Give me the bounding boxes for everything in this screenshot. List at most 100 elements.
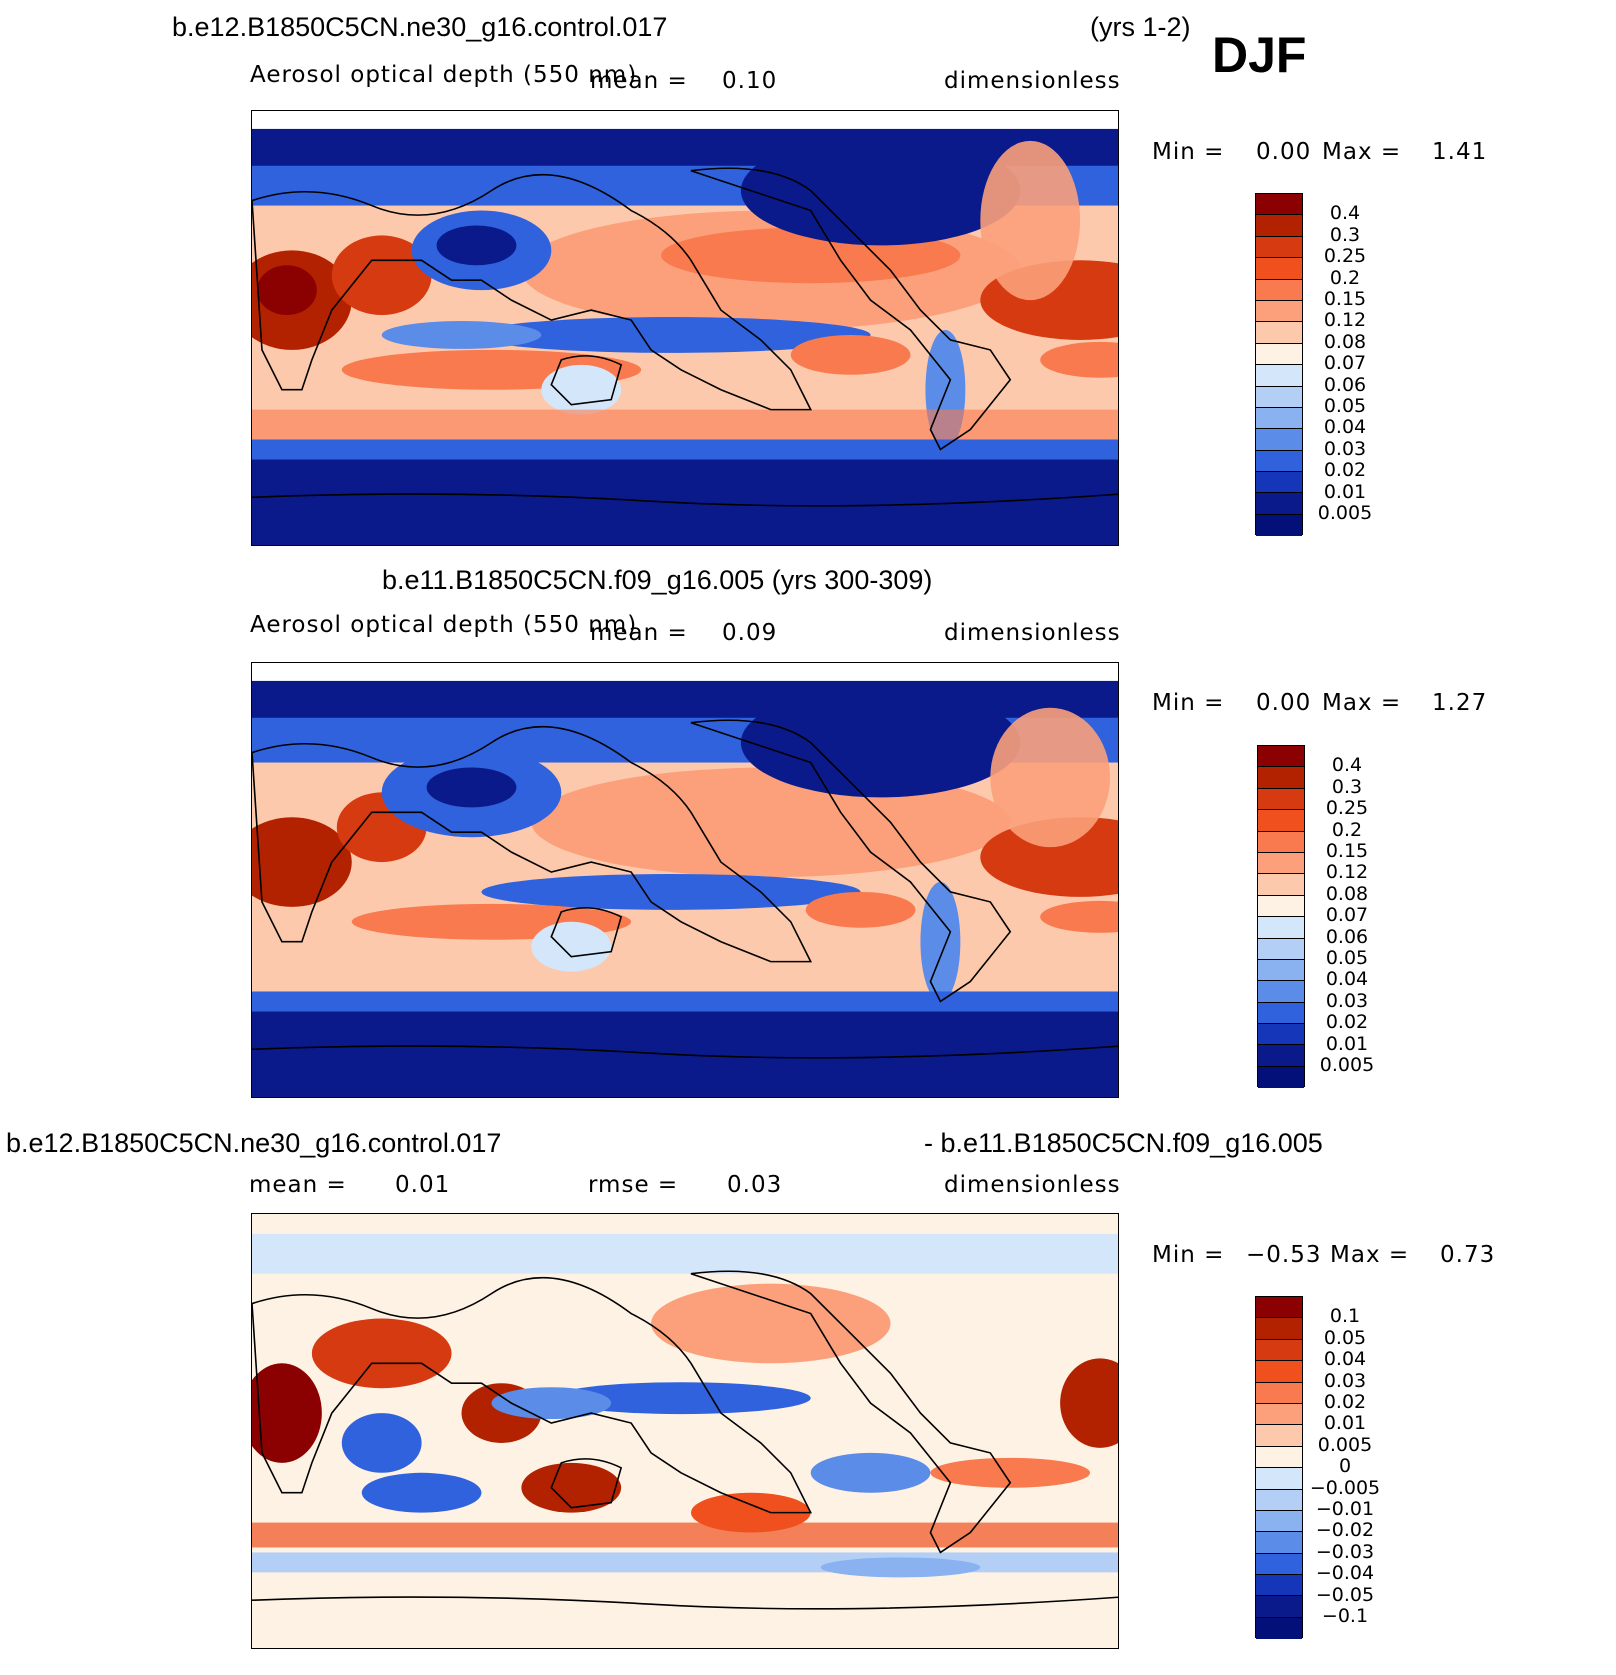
colorbar-level-label: −0.01 [1315, 1498, 1375, 1520]
panel3-max-label: Max = [1330, 1242, 1410, 1268]
colorbar-swatch [1258, 981, 1304, 1003]
colorbar-level-label: 0.3 [1331, 775, 1363, 798]
panel2-min-label: Min = [1152, 690, 1225, 716]
colorbar-level-label: 0.12 [1323, 309, 1367, 332]
colorbar-swatch [1256, 1446, 1302, 1469]
colorbar-swatch [1258, 938, 1304, 960]
colorbar-swatch [1256, 279, 1302, 301]
colorbar-level-label: 0.25 [1325, 797, 1369, 820]
colorbar-level-label: 0.01 [1325, 1032, 1369, 1055]
colorbar-swatch [1256, 1468, 1302, 1490]
panel1-min-value: 0.00 [1256, 139, 1312, 165]
panel2-map [251, 662, 1119, 1098]
colorbar-level-label: 0.2 [1329, 266, 1361, 289]
panel3-case-right: - b.e11.B1850C5CN.f09_g16.005 [924, 1128, 1323, 1158]
panel2-colorbar [1257, 745, 1305, 1089]
panel3-min-label: Min = [1152, 1242, 1225, 1268]
colorbar-swatch [1258, 917, 1304, 939]
colorbar-level-label: 0.01 [1323, 1412, 1367, 1435]
colorbar-level-label: 0.15 [1325, 840, 1369, 862]
colorbar-swatch [1258, 874, 1304, 896]
colorbar-swatch [1256, 407, 1302, 430]
colorbar-swatch [1256, 493, 1302, 515]
colorbar-level-label: −0.03 [1315, 1540, 1375, 1563]
colorbar-swatch [1256, 215, 1302, 237]
colorbar-level-label: 0.02 [1323, 459, 1367, 482]
panel1-map-field [252, 111, 1118, 545]
colorbar-level-label: 0.03 [1323, 1369, 1367, 1392]
colorbar-swatch [1256, 450, 1302, 473]
colorbar-swatch [1258, 1045, 1304, 1067]
colorbar-level-label: 0.06 [1325, 925, 1369, 948]
panel1-years: (yrs 1-2) [1090, 12, 1191, 42]
colorbar-level-label: 0.15 [1323, 288, 1367, 310]
colorbar-swatch [1256, 236, 1302, 259]
colorbar-swatch [1258, 810, 1304, 832]
colorbar-swatch [1258, 895, 1304, 918]
panel2-max-value: 1.27 [1432, 690, 1488, 716]
panel3-colorbar [1255, 1296, 1303, 1640]
panel3-min-value: −0.53 [1246, 1242, 1322, 1268]
panel1-min-label: Min = [1152, 139, 1225, 165]
panel1-map [251, 110, 1119, 546]
colorbar-swatch [1256, 1617, 1302, 1640]
panel1-colorbar [1255, 193, 1303, 537]
colorbar-level-label: −0.04 [1315, 1562, 1375, 1585]
colorbar-swatch [1256, 365, 1302, 387]
colorbar-level-label: 0.02 [1325, 1011, 1369, 1034]
colorbar-level-label: 0.04 [1323, 416, 1367, 439]
colorbar-swatch [1256, 258, 1302, 280]
colorbar-swatch [1258, 831, 1304, 853]
colorbar-level-label: 0.06 [1323, 373, 1367, 396]
colorbar-level-label: 0.08 [1323, 330, 1367, 353]
panel1-max-label: Max = [1322, 139, 1402, 165]
colorbar-swatch [1256, 1553, 1302, 1576]
panel2-map-field [252, 663, 1118, 1097]
colorbar-swatch [1256, 1532, 1302, 1554]
colorbar-swatch [1256, 1425, 1302, 1447]
colorbar-level-label: 0.07 [1323, 352, 1367, 375]
colorbar-level-label: −0.005 [1309, 1476, 1381, 1499]
panel1-case-title: b.e12.B1850C5CN.ne30_g16.control.017 [172, 12, 668, 42]
colorbar-level-label: 0.005 [1319, 1054, 1375, 1076]
colorbar-swatch [1258, 1024, 1304, 1046]
season-label: DJF [1212, 27, 1307, 83]
colorbar-swatch [1256, 300, 1302, 323]
panel3-mean-label: mean = [249, 1172, 347, 1198]
colorbar-swatch [1256, 1510, 1302, 1533]
panel3-rmse-value: 0.03 [727, 1172, 783, 1198]
colorbar-level-label: 0.05 [1325, 947, 1369, 969]
colorbar-swatch [1258, 767, 1304, 789]
colorbar-level-label: 0 [1338, 1455, 1352, 1478]
colorbar-swatch [1258, 852, 1304, 875]
colorbar-level-label: 0.04 [1325, 968, 1369, 991]
colorbar-level-label: 0.07 [1325, 904, 1369, 927]
colorbar-level-label: −0.02 [1315, 1519, 1375, 1542]
colorbar-level-label: 0.4 [1331, 754, 1363, 777]
colorbar-swatch [1256, 514, 1302, 537]
panel2-mean-label: mean = [590, 620, 688, 646]
panel2-min-value: 0.00 [1256, 690, 1312, 716]
panel3-case-left: b.e12.B1850C5CN.ne30_g16.control.017 [6, 1128, 502, 1158]
colorbar-level-label: 0.2 [1331, 818, 1363, 841]
colorbar-level-label: 0.05 [1323, 395, 1367, 417]
panel3-map [251, 1213, 1119, 1649]
colorbar-swatch [1256, 429, 1302, 451]
panel2-max-label: Max = [1322, 690, 1402, 716]
panel3-rmse-label: rmse = [588, 1172, 679, 1198]
colorbar-swatch [1258, 959, 1304, 982]
colorbar-level-label: −0.1 [1321, 1605, 1369, 1627]
panel1-units: dimensionless [944, 68, 1121, 94]
colorbar-level-label: 0.05 [1323, 1326, 1367, 1349]
colorbar-swatch [1256, 1596, 1302, 1618]
colorbar-level-label: 0.01 [1323, 480, 1367, 503]
colorbar-level-label: 0.12 [1325, 861, 1369, 884]
panel3-max-value: 0.73 [1440, 1242, 1496, 1268]
panel1-mean-label: mean = [590, 68, 688, 94]
colorbar-swatch [1256, 386, 1302, 408]
colorbar-swatch [1258, 746, 1304, 768]
colorbar-swatch [1256, 1297, 1302, 1319]
colorbar-swatch [1258, 788, 1304, 811]
colorbar-swatch [1256, 1489, 1302, 1511]
colorbar-swatch [1256, 1339, 1302, 1362]
